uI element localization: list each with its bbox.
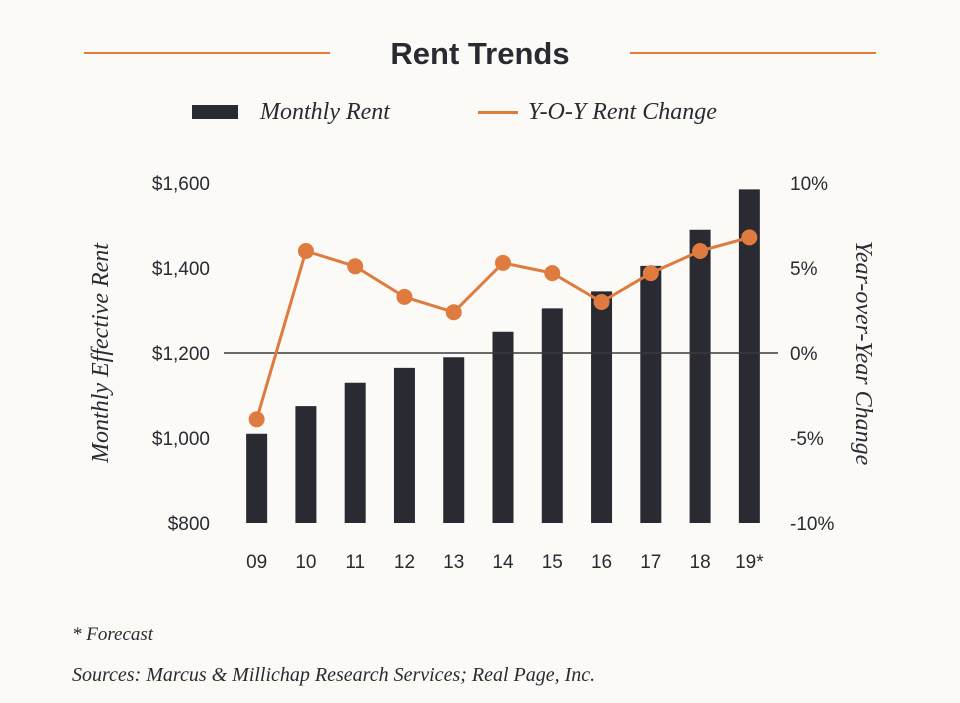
x-tick-label: 10 (295, 552, 316, 573)
x-tick-label: 09 (246, 552, 267, 573)
x-tick-label: 13 (443, 552, 464, 573)
legend-swatch-bar (192, 105, 238, 119)
x-tick-label: 12 (394, 552, 415, 573)
bar-13 (443, 357, 465, 523)
yoy-point-10 (297, 243, 314, 259)
legend-swatch-line (478, 110, 518, 114)
yoy-point-13 (445, 304, 462, 321)
yoy-point-16 (593, 294, 610, 310)
yoy-point-09 (248, 411, 265, 428)
rent-trends-chart: $800 $1,000 $1,200 $1,400 $1,600 -10% -5% 0% 5% 1… (88, 174, 876, 573)
yoy-point-12 (396, 288, 413, 305)
right-tick-label: 10% (790, 174, 828, 195)
legend-label-monthly-rent: Monthly Rent (260, 98, 390, 125)
x-tick-label: 19* (735, 552, 764, 573)
bar-17 (640, 265, 662, 523)
footnote: * Forecast (72, 624, 154, 645)
legend-item-monthly-rent: Monthly Rent (192, 96, 390, 128)
chart-legend: Monthly Rent Y-O-Y Rent Change (0, 96, 960, 128)
legend-item-yoy-change: Y-O-Y Rent Change (478, 96, 717, 128)
bar-15 (541, 308, 563, 523)
right-tick-label: 0% (790, 344, 818, 365)
bar-12 (393, 367, 415, 523)
yoy-point-18 (692, 243, 709, 259)
right-axis-title: Year-over-Year Change (850, 241, 876, 466)
x-tick-label: 11 (345, 552, 365, 573)
right-tick-label: 5% (790, 259, 818, 280)
right-tick-label: -5% (790, 429, 824, 450)
x-tick-label: 18 (690, 552, 711, 573)
sources-note: Sources: Marcus & Millichap Research Ser… (72, 664, 596, 686)
bar-16 (591, 291, 613, 523)
x-tick-label: 15 (542, 552, 563, 573)
right-tick-label: -10% (790, 514, 834, 535)
left-tick-label: $1,000 (152, 429, 210, 450)
yoy-point-15 (544, 265, 561, 282)
x-tick-label: 16 (591, 552, 612, 573)
yoy-point-19 (741, 229, 758, 246)
bar-10 (295, 406, 317, 523)
bar-18 (689, 229, 711, 523)
title-rule-left (84, 52, 330, 54)
bar-09 (246, 433, 268, 523)
yoy-point-11 (347, 258, 364, 275)
left-tick-label: $1,200 (152, 344, 210, 365)
bar-11 (344, 382, 366, 523)
legend-label-yoy-change: Y-O-Y Rent Change (528, 98, 717, 125)
x-tick-label: 17 (640, 552, 661, 573)
bar-14 (492, 331, 514, 523)
yoy-point-17 (642, 265, 659, 282)
yoy-point-14 (495, 254, 511, 271)
left-tick-label: $1,600 (152, 174, 210, 195)
left-tick-label: $1,400 (152, 259, 210, 280)
title-rule-right (630, 52, 876, 54)
left-axis-title: Monthly Effective Rent (88, 242, 114, 464)
left-tick-label: $800 (168, 514, 210, 535)
chart-title: Rent Trends (390, 36, 570, 71)
x-tick-label: 14 (492, 552, 514, 573)
bar-19 (738, 189, 760, 523)
